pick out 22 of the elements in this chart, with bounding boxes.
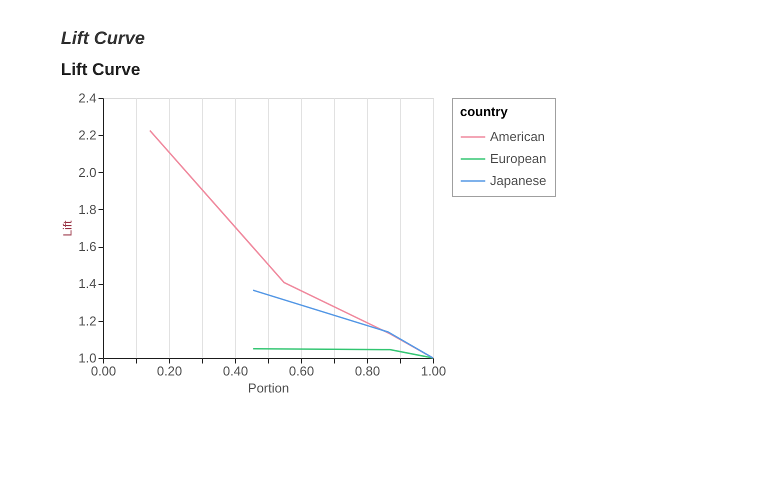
legend-title: country xyxy=(460,104,508,119)
y-axis-title: Lift xyxy=(60,220,74,237)
x-tick-label: 0.00 xyxy=(90,364,116,378)
legend-label: European xyxy=(490,151,546,166)
y-tick-label: 2.0 xyxy=(78,164,96,180)
y-tick-label: 2.2 xyxy=(78,128,96,143)
x-axis-title: Portion xyxy=(248,380,290,396)
x-tick-label: 0.80 xyxy=(354,364,380,378)
x-tick-label: 1.00 xyxy=(420,364,446,378)
chart-title: Lift Curve xyxy=(60,28,145,48)
x-tick-label: 0.60 xyxy=(288,364,314,378)
y-tick-label: 1.0 xyxy=(78,350,96,366)
x-tick-label: 0.40 xyxy=(222,364,248,378)
y-tick-label: 1.4 xyxy=(78,276,96,292)
chart-subtitle: Lift Curve xyxy=(60,60,140,79)
x-tick-label: 0.20 xyxy=(156,364,182,378)
legend-label: American xyxy=(490,129,545,144)
legend-label: Japanese xyxy=(490,173,546,188)
y-tick-label: 1.8 xyxy=(78,202,96,217)
y-tick-label: 1.2 xyxy=(78,313,96,328)
y-tick-label: 1.6 xyxy=(78,239,96,254)
y-tick-label: 2.4 xyxy=(78,90,96,106)
